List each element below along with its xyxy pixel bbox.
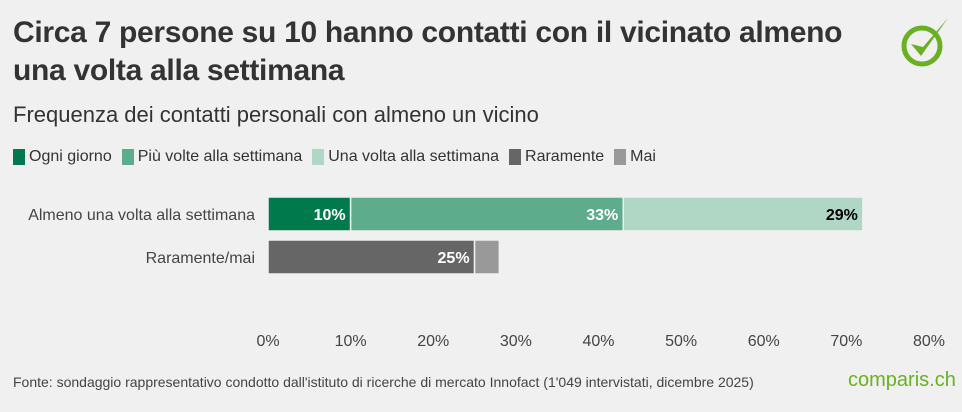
chart-subtitle: Frequenza dei contatti personali con alm… [13, 102, 539, 127]
legend-item: Ogni giorno [13, 148, 112, 166]
x-tick-label: 40% [582, 333, 614, 350]
bar-segment [622, 196, 864, 232]
legend-swatch [13, 149, 25, 165]
check-circle-icon [901, 18, 948, 67]
bar-segment [473, 239, 501, 275]
legend-label: Ogni giorno [29, 148, 112, 165]
source-note: Fonte: sondaggio rappresentativo condott… [13, 374, 754, 390]
bar-chart: Almeno una volta alla settimana 10% 33% 29%… [28, 196, 945, 350]
legend-label: Mai [630, 148, 656, 165]
x-tick-label: 80% [913, 333, 945, 350]
data-label: 25% [438, 250, 470, 267]
category-label: Almeno una volta alla settimana [28, 207, 255, 224]
legend-item: Raramente [509, 148, 604, 166]
legend-label: Più volte alla settimana [137, 148, 303, 165]
legend-item: Una volta alla settimana [312, 148, 499, 166]
legend-swatch [121, 149, 134, 165]
data-label: 33% [586, 207, 618, 224]
x-tick-label: 50% [665, 333, 697, 350]
x-tick-label: 70% [830, 333, 862, 350]
x-tick-label: 30% [500, 333, 532, 350]
bar-segment [267, 239, 476, 275]
legend-item: Più volte alla settimana [121, 148, 303, 166]
legend-swatch [312, 149, 325, 165]
category-label: Raramente/mai [146, 250, 255, 267]
legend-swatch [614, 149, 627, 165]
bar-segment [349, 196, 625, 232]
legend-swatch [509, 149, 522, 165]
chart-title: Circa 7 persone su 10 hanno contatti con… [13, 16, 843, 87]
data-label: 29% [826, 207, 858, 224]
legend-item: Mai [614, 148, 656, 166]
legend: Ogni giorno Più volte alla settimana Una v… [13, 148, 656, 166]
x-tick-label: 10% [335, 333, 367, 350]
x-tick-label: 20% [417, 333, 449, 350]
bar-segment [267, 196, 352, 232]
brand-wordmark: comparis.ch [848, 369, 956, 391]
x-tick-label: 0% [256, 333, 279, 350]
x-tick-label: 60% [748, 333, 780, 350]
data-label: 10% [314, 207, 346, 224]
legend-label: Una volta alla settimana [328, 148, 500, 165]
legend-label: Raramente [525, 148, 605, 165]
